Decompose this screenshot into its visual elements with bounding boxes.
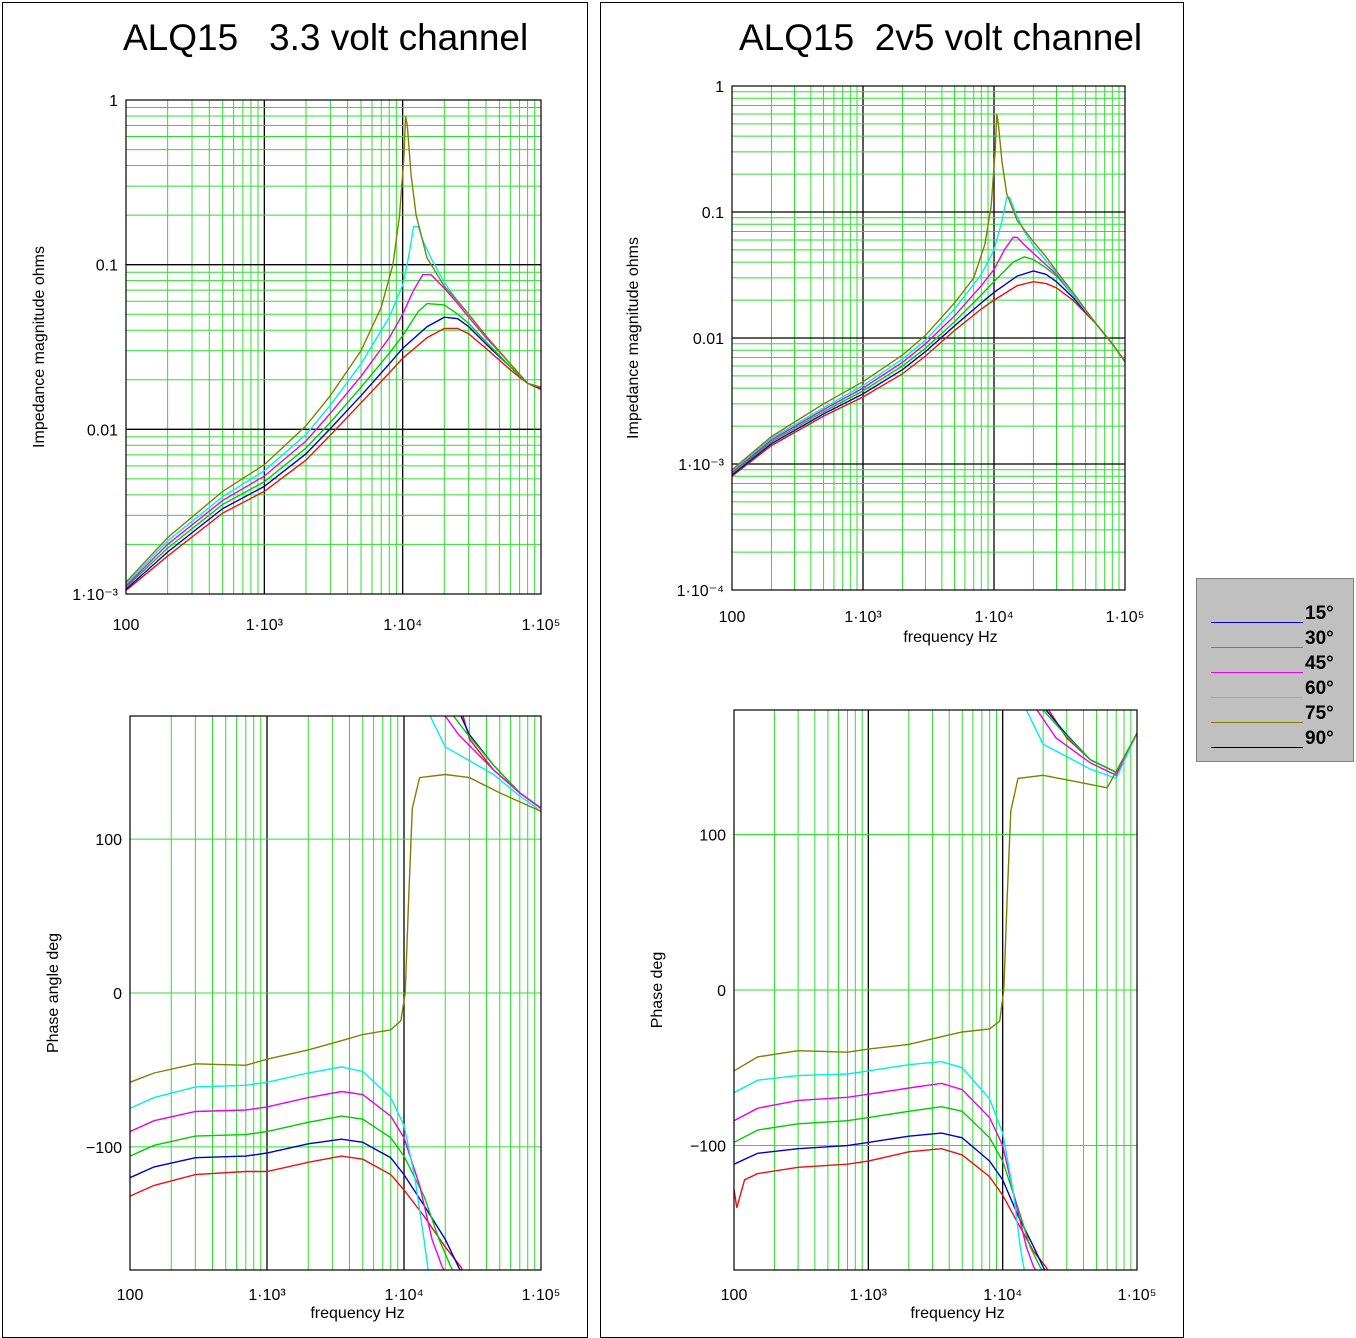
legend-item-75: 75° [1211, 701, 1341, 725]
y-axis-label: Impedance magnitude ohms [625, 237, 642, 439]
x-axis-label: frequency Hz [903, 629, 997, 646]
x-tick-label: 1·10⁵ [1118, 1287, 1157, 1304]
panel-3v3-channel: ALQ15 3.3 volt channel [2, 2, 588, 1338]
y-tick-label: 1·10⁻³ [72, 587, 118, 604]
x-tick-label: 1·10³ [850, 1287, 888, 1304]
legend-label-30: 30° [1305, 628, 1334, 649]
series-line-60 [734, 710, 1137, 1270]
legend-item-90: 90° [1211, 726, 1341, 750]
legend-swatch-45 [1211, 672, 1303, 673]
y-tick-label: 0.1 [702, 205, 724, 222]
x-tick-label: 1·10⁴ [975, 609, 1014, 626]
series-line-45 [130, 716, 541, 1270]
legend-item-60: 60° [1211, 676, 1341, 700]
series-line-60 [732, 196, 1125, 472]
legend-swatch-75 [1211, 722, 1303, 723]
series-group [734, 710, 1137, 1270]
panel-title-2v5: ALQ15 2v5 volt channel [739, 17, 1143, 58]
y-tick-label: 1 [715, 79, 724, 96]
y-tick-label: 0 [113, 986, 122, 1003]
plot-frame [733, 709, 1138, 1271]
series-group [732, 113, 1125, 477]
y-tick-label: −100 [690, 1139, 726, 1156]
x-tick-label: 100 [117, 1287, 144, 1304]
plot-frame [125, 99, 542, 595]
legend-label-90: 90° [1305, 728, 1334, 749]
legend-swatch-90 [1211, 747, 1303, 748]
legend: 15° 30° 45° 60° 75° 90° [1196, 578, 1354, 762]
legend-swatch-60 [1211, 697, 1303, 698]
series-line-15 [732, 270, 1125, 476]
legend-item-45: 45° [1211, 651, 1341, 675]
legend-swatch-15 [1211, 622, 1303, 623]
x-axis-label: frequency Hz [910, 1305, 1004, 1322]
series-line-15 [126, 316, 541, 590]
x-tick-label: 100 [721, 1287, 748, 1304]
legend-swatch-30 [1211, 647, 1303, 648]
legend-item-15: 15° [1211, 601, 1341, 625]
y-tick-label: 1·10⁻⁴ [677, 583, 724, 600]
series-group [130, 716, 541, 1270]
y-axis-label: Impedance magnitude ohms [31, 246, 48, 448]
legend-item-30: 30° [1211, 626, 1341, 650]
x-tick-label: 1·10³ [844, 609, 882, 626]
series-line-60 [130, 716, 541, 1270]
series-line-45 [732, 236, 1125, 473]
series-line-45 [734, 710, 1137, 1270]
series-line-30 [732, 256, 1125, 475]
y-axis-label: Phase angle deg [45, 933, 62, 1053]
x-tick-label: 1·10⁵ [522, 617, 561, 634]
y-tick-label: 1·10⁻³ [678, 457, 724, 474]
y-axis-label: Phase deg [649, 952, 666, 1029]
chart-right-phase: 100 1·10³ 1·10⁴ 1·10⁵ −100 0 100 frequency Hz Ph… [649, 709, 1157, 1322]
y-tick-label: −100 [86, 1140, 122, 1157]
panel-title-3v3: ALQ15 3.3 volt channel [123, 17, 529, 58]
chart-right-magnitude: 100 1·10³ 1·10⁴ 1·10⁵ 1·10⁻⁴ 1·10⁻³ 0.01 0.1 1 fr… [625, 79, 1144, 646]
y-tick-label: 1 [109, 93, 118, 110]
x-tick-label: 100 [113, 617, 140, 634]
legend-label-45: 45° [1305, 653, 1334, 674]
y-tick-label: 0.01 [693, 331, 724, 348]
plots-canvas: 100 1·10³ 1·10⁴ 1·10⁵1·10⁻³0.010.11Impedanc… [31, 79, 1157, 1322]
y-tick-label: 0 [717, 983, 726, 1000]
y-tick-label: 100 [699, 827, 726, 844]
plot-frame [129, 715, 542, 1271]
x-tick-label: 100 [719, 609, 746, 626]
x-tick-label: 1·10⁴ [383, 617, 422, 634]
legend-label-60: 60° [1305, 678, 1334, 699]
x-tick-label: 1·10⁴ [385, 1287, 424, 1304]
x-axis-label: frequency Hz [310, 1305, 404, 1322]
series-line-90 [126, 327, 541, 592]
series-line-45 [126, 273, 541, 587]
y-tick-label: 100 [95, 832, 122, 849]
chart-left-phase: 100 1·10³ 1·10⁴ 1·10⁵ −100 0 100 frequency Hz Ph… [45, 715, 561, 1322]
legend-label-75: 75° [1305, 703, 1334, 724]
series-line-75 [130, 773, 541, 1083]
y-tick-label: 0.01 [87, 422, 118, 439]
x-tick-label: 1·10⁵ [1106, 609, 1145, 626]
x-tick-label: 1·10³ [246, 617, 284, 634]
y-tick-label: 0.1 [96, 258, 118, 275]
series-line-30 [126, 302, 541, 588]
x-tick-label: 1·10⁵ [522, 1287, 561, 1304]
legend-label-15: 15° [1305, 603, 1334, 624]
chart-left-magnitude: 100 1·10³ 1·10⁴ 1·10⁵ 1·10⁻³ 0.01 0.1 1 Impedanc… [31, 93, 560, 634]
series-line-90 [732, 280, 1125, 477]
series-line-75 [734, 732, 1137, 1072]
x-tick-label: 1·10⁴ [983, 1287, 1022, 1304]
series-line-75 [126, 115, 541, 583]
series-line-75 [732, 113, 1125, 471]
plot-frame [731, 85, 1126, 591]
series-group [126, 115, 541, 592]
x-tick-label: 1·10³ [248, 1287, 286, 1304]
